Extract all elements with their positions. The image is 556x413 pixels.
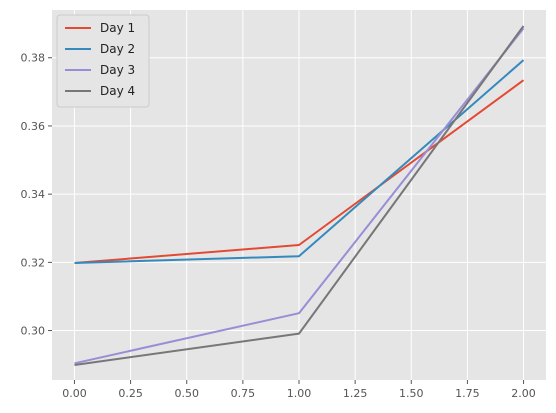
y-tick-label: 0.30 <box>21 325 46 338</box>
y-axis: 0.30 0.32 0.34 0.36 0.38 <box>21 52 52 338</box>
grid <box>52 10 546 380</box>
legend-label: Day 1 <box>100 21 135 35</box>
x-tick-label: 1.75 <box>455 387 480 400</box>
x-tick-label: 1.25 <box>343 387 368 400</box>
series-line-day-1 <box>74 79 525 264</box>
legend-box <box>56 14 150 108</box>
x-tick-label: 2.00 <box>511 387 536 400</box>
x-tick-label: 1.50 <box>399 387 424 400</box>
y-tick-label: 0.38 <box>21 52 46 65</box>
x-tick-label: 0.50 <box>174 387 199 400</box>
y-tick-label: 0.36 <box>21 120 46 133</box>
x-tick-label: 0.25 <box>118 387 143 400</box>
series-line-day-2 <box>74 59 525 264</box>
x-axis: 0.00 0.25 0.50 0.75 1.00 1.25 1.50 1.75 2.00 <box>62 380 536 400</box>
legend-label: Day 4 <box>100 84 135 98</box>
x-tick-label: 0.75 <box>231 387 256 400</box>
series-line-day-3 <box>74 27 525 365</box>
legend-label: Day 2 <box>100 42 135 56</box>
x-tick-label: 0.00 <box>62 387 87 400</box>
series-lines <box>74 25 525 366</box>
legend-label: Day 3 <box>100 63 135 77</box>
x-tick-label: 1.00 <box>287 387 312 400</box>
y-tick-label: 0.34 <box>21 188 46 201</box>
legend: Day 1 Day 2 Day 3 Day 4 <box>56 14 150 108</box>
series-line-day-4 <box>74 25 525 366</box>
y-tick-label: 0.32 <box>21 256 46 269</box>
